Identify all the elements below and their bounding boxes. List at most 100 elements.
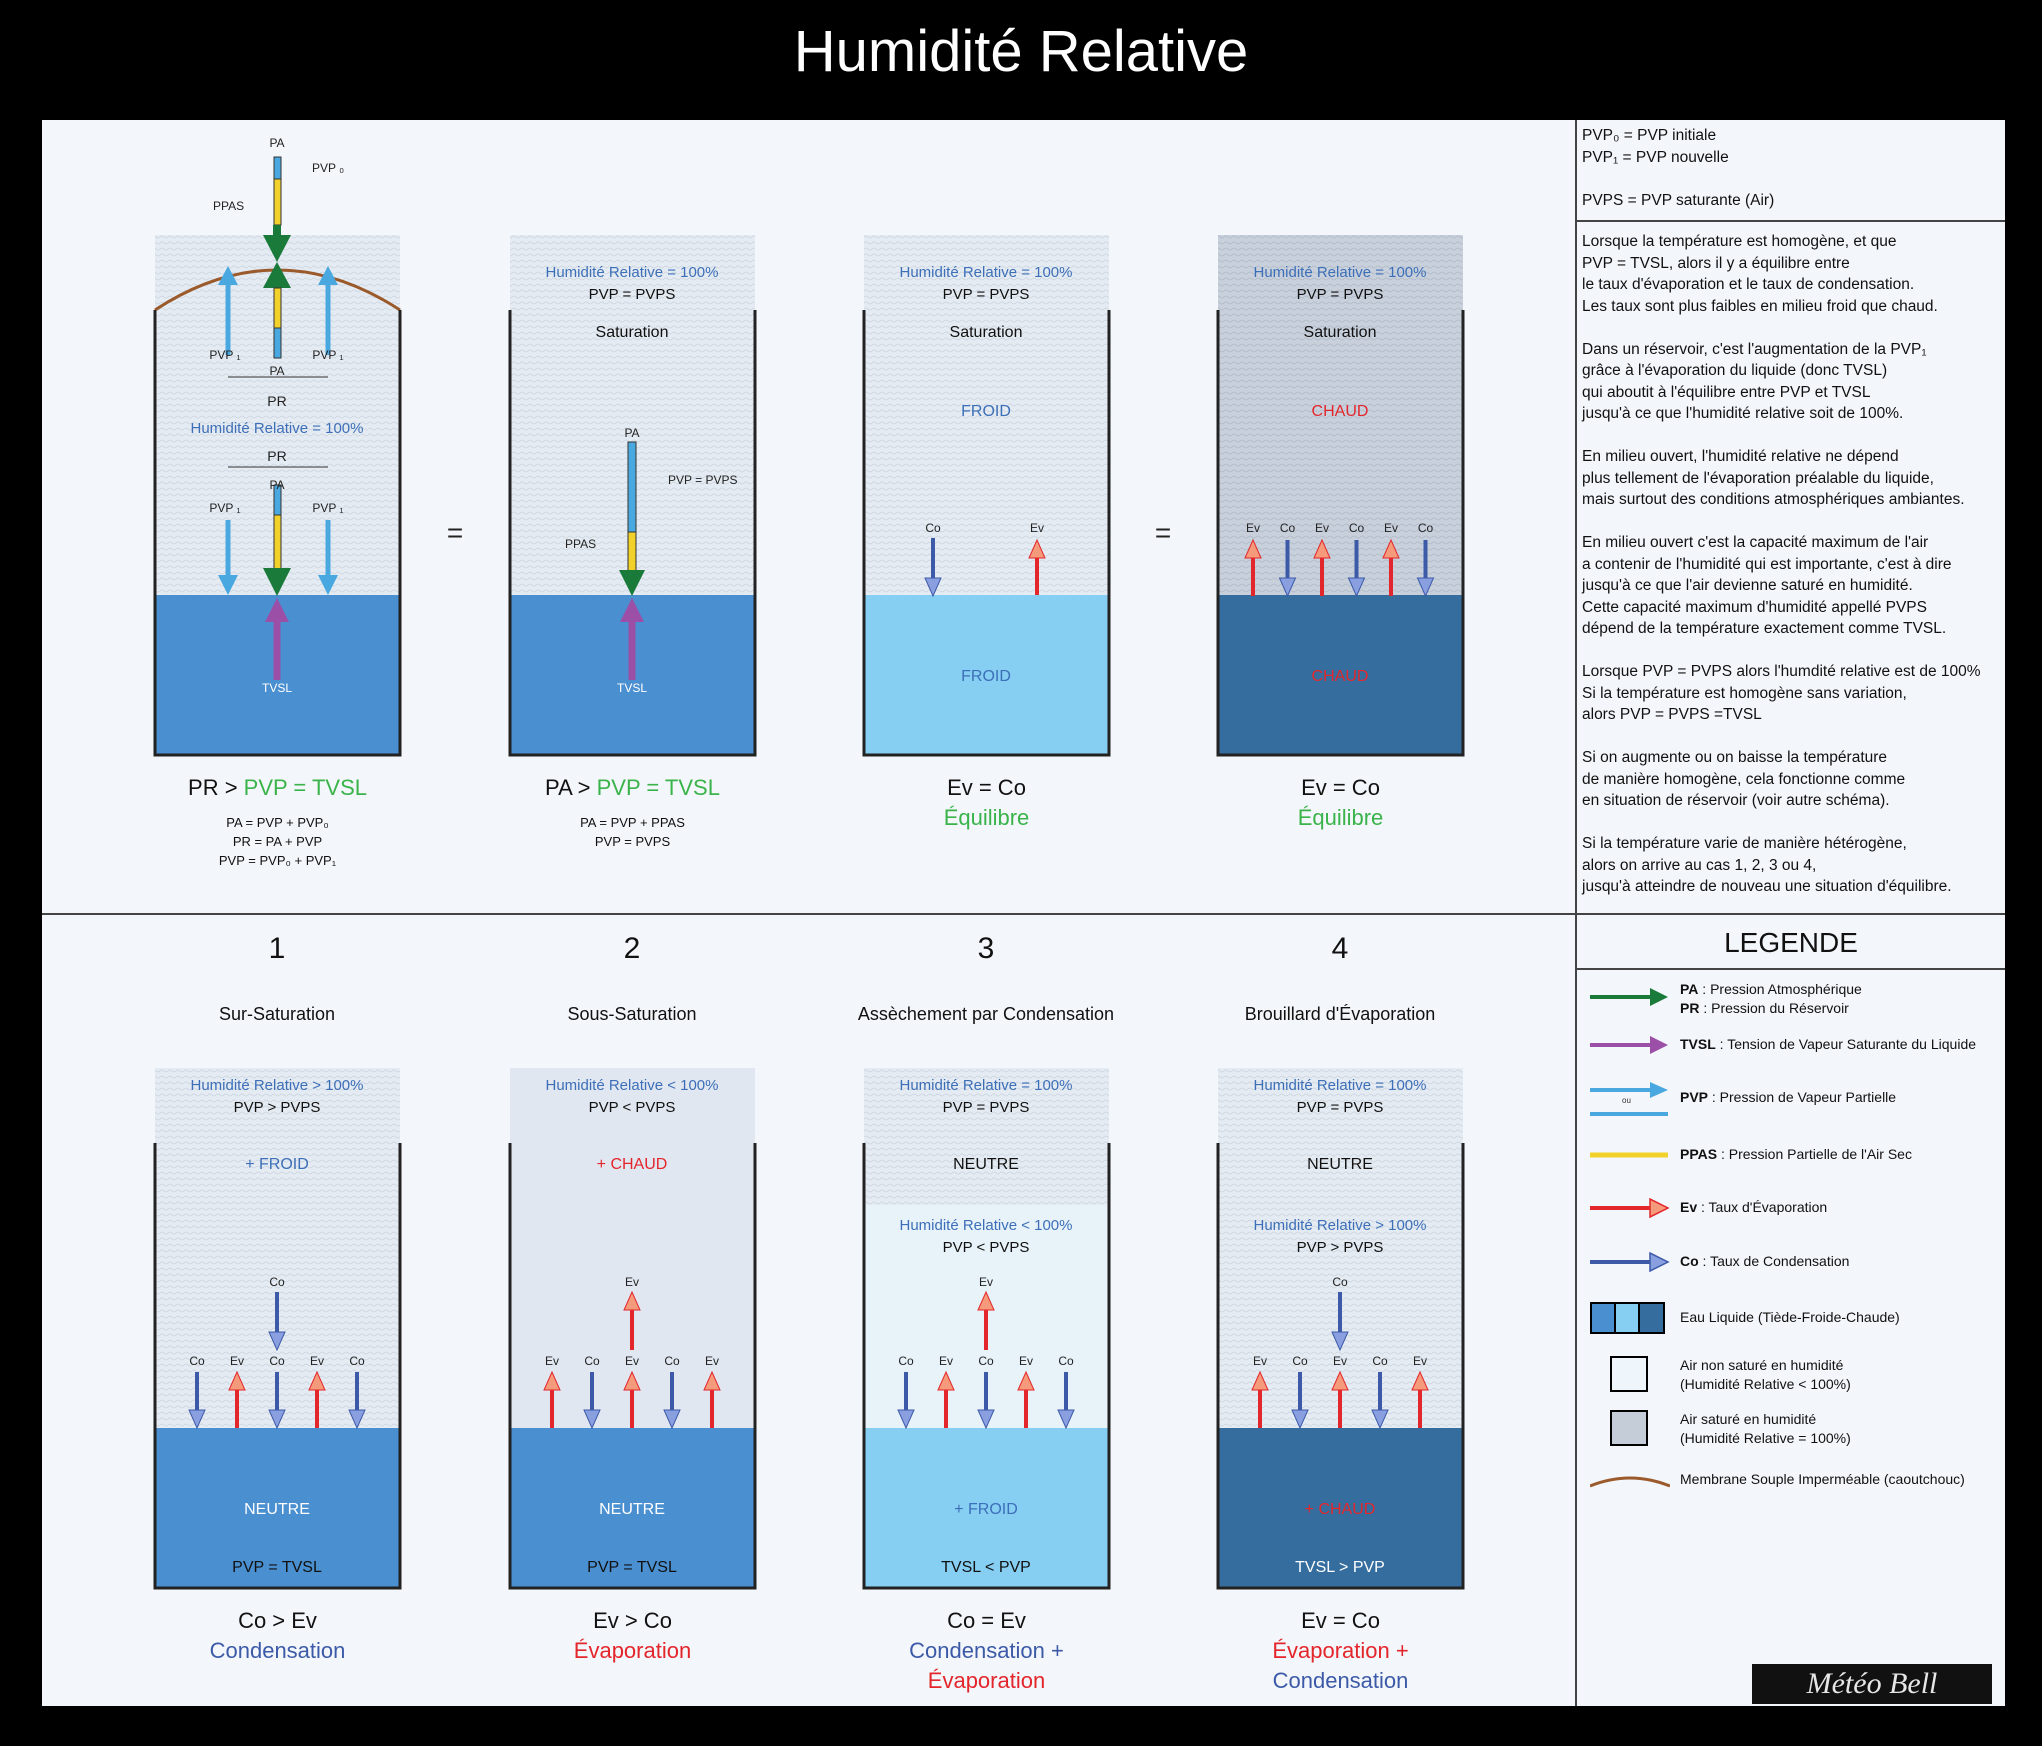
tank1-ppas-label: PPAS <box>213 199 244 213</box>
light-blue-arrow-icon <box>1590 1082 1668 1116</box>
unsaturated-air-swatch-icon <box>1610 1356 1648 1392</box>
purple-arrow-icon <box>1590 1036 1668 1054</box>
explanation-box <box>1577 222 2005 915</box>
tank1-caption: PR > PVP = TVSL PA = PVP + PVP₀ PR = PA … <box>155 775 400 870</box>
tank1-pvp1-lower-right: PVP ₁ <box>312 501 343 515</box>
case-pvp: PVP = PVPS <box>943 1099 1030 1116</box>
case-top-arrow-ev <box>623 1290 641 1350</box>
case-arrow-label: Ev <box>230 1354 244 1368</box>
case-top-arrow-co <box>1331 1292 1349 1352</box>
case-subtitle: Assèchement par Condensation <box>857 1004 1115 1024</box>
case-air-temp: + FROID <box>245 1156 309 1173</box>
case-arrow-co <box>583 1372 601 1430</box>
tank1-pa-lower: PA <box>269 478 284 492</box>
tank2-cap-left: PA > <box>545 775 597 800</box>
tank3-ev-label: Ev <box>1030 521 1044 535</box>
definitions-box <box>1577 120 2005 222</box>
tank2-state-label: Saturation <box>596 324 669 341</box>
legend-ppas: PPAS <box>1680 1146 1718 1162</box>
legend-membrane-text: Membrane Souple Imperméable (caoutchouc) <box>1680 1471 1965 1487</box>
case-hr: Humidité Relative > 100% <box>190 1077 363 1094</box>
tank2-formula: PA = PVP + PPAS PVP = PVPS <box>580 815 685 849</box>
case-caption-main: Ev = Co <box>1301 1608 1380 1633</box>
case-arrow-label: Co <box>189 1354 205 1368</box>
case-arrow-ev <box>623 1370 641 1428</box>
legend-unsaturated-text: Air non saturé en humidité (Humidité Rel… <box>1680 1357 1851 1392</box>
tank4-pvp-label: PVP = PVPS <box>1297 286 1384 303</box>
case-caption: Co = Ev Condensation + Évaporation <box>844 1608 1129 1694</box>
water-swatch-icon <box>1590 1302 1665 1334</box>
tank4-arrow-ev <box>1313 538 1331 596</box>
tank2-caption: PA > PVP = TVSL PA = PVP + PPAS PVP = PV… <box>510 775 755 851</box>
definitions-text: PVP₀ = PVP initiale PVP₁ = PVP nouvelle … <box>1582 127 1775 209</box>
tank4-arrow-co <box>1416 540 1435 598</box>
case-top-arrow-label: Ev <box>979 1275 993 1289</box>
tank4-hr-label: Humidité Relative = 100% <box>1253 264 1426 281</box>
tank3-caption: Ev = Co Équilibre <box>864 775 1109 831</box>
tank3-co-label: Co <box>925 521 941 535</box>
case-arrow-label: Co <box>1372 1354 1388 1368</box>
case-arrow-ev <box>1251 1370 1269 1428</box>
case-caption-main: Co > Ev <box>238 1608 317 1633</box>
membrane-curve-icon <box>1590 1476 1670 1488</box>
case-arrow-label: Ev <box>625 1354 639 1368</box>
case-arrow-label: Co <box>1058 1354 1074 1368</box>
case-arrow-co <box>663 1372 681 1430</box>
tank4-arrow-label: Ev <box>1246 521 1260 535</box>
tank4-arrow-label: Co <box>1349 521 1365 535</box>
case-water <box>1218 1428 1463 1588</box>
legend-item-pa-pr: PA : Pression Atmosphérique PR : Pression… <box>1590 980 2000 1020</box>
case-top-arrow-label: Ev <box>625 1275 639 1289</box>
tank4-arrow-label: Ev <box>1315 521 1329 535</box>
tank2-cap-green: PVP = TVSL <box>596 775 720 800</box>
case-pvp: PVP = PVPS <box>1297 1099 1384 1116</box>
tank-open-saturation: Humidité Relative = 100% PVP = PVPS Satu… <box>508 235 757 757</box>
meteobell-logo: Météo Bell <box>1752 1664 1992 1704</box>
case-arrow-label: Ev <box>1019 1354 1033 1368</box>
tank2-ppas-label: PPAS <box>565 537 596 551</box>
tank2-pa-label: PA <box>624 426 639 440</box>
legend-co-text: : Taux de Condensation <box>1698 1253 1850 1269</box>
tank4-arrows: Ev Co Ev Co Ev Co <box>1244 521 1435 598</box>
tank4-arrow-ev <box>1382 538 1400 596</box>
tank1-cap-green: PVP = TVSL <box>243 775 367 800</box>
case-arrow-co <box>188 1372 206 1430</box>
case-wall <box>153 1143 402 1590</box>
case-air-temp: NEUTRE <box>1307 1156 1373 1173</box>
case-pvp: PVP > PVPS <box>234 1099 321 1116</box>
equals-sign-1: = <box>447 517 463 548</box>
case-water <box>864 1428 1109 1588</box>
case-number: 2 <box>623 932 641 965</box>
case-arrow-ev <box>1411 1370 1429 1428</box>
tank2-pvp-label: PVP = PVPS <box>589 286 676 303</box>
case-wall <box>862 1143 1111 1590</box>
case-tank-4: Humidité Relative = 100% PVP = PVPS NEUTRE… <box>1216 1068 1465 1590</box>
blue-arrow-icon <box>1590 1251 1670 1273</box>
case-caption-line: Évaporation + <box>1272 1638 1409 1663</box>
case-tank-1: Humidité Relative > 100% PVP > PVPS + FROI… <box>153 1068 402 1590</box>
diagram-canvas: PA PVP ₀ PPAS PVP ₁ PVP ₁ PA PR Humidité… <box>153 136 1465 1590</box>
yellow-line-icon <box>1590 1152 1668 1158</box>
tank1-pvp0-label: PVP ₀ <box>312 161 344 175</box>
tank1-pvp1-lower-left: PVP ₁ <box>209 501 240 515</box>
legend-tvsl-text: : Tension de Vapeur Saturante du Liquide <box>1715 1036 1977 1052</box>
case-arrow-ev <box>228 1370 246 1428</box>
case-arrow-label: Co <box>898 1354 914 1368</box>
case-arrow-co <box>1371 1372 1389 1430</box>
case-arrow-co <box>348 1372 366 1430</box>
page-title: Humidité Relative <box>793 19 1249 84</box>
tank4-arrow-label: Co <box>1418 521 1434 535</box>
case-wall <box>508 1143 757 1590</box>
legend-ev-text: : Taux d'Évaporation <box>1697 1199 1828 1215</box>
case-arrow-label: Ev <box>939 1354 953 1368</box>
legend-item-pvp: ou PVP : Pression de Vapeur Partielle <box>1590 1080 2000 1120</box>
case-arrow-label: Co <box>978 1354 994 1368</box>
tank1-pa-inner: PA <box>269 364 284 378</box>
legend-item-tvsl: TVSL : Tension de Vapeur Saturante du Li… <box>1590 1035 2000 1075</box>
tank1-pa-label: PA <box>269 136 284 150</box>
case-arrow-ev <box>937 1370 955 1428</box>
tank-reservoir: PA PVP ₀ PPAS PVP ₁ PVP ₁ PA PR Humidité… <box>153 136 402 757</box>
tank4-state-label: Saturation <box>1304 324 1377 341</box>
case-caption-line: Évaporation <box>927 1668 1046 1693</box>
case-arrow-co <box>897 1372 915 1430</box>
